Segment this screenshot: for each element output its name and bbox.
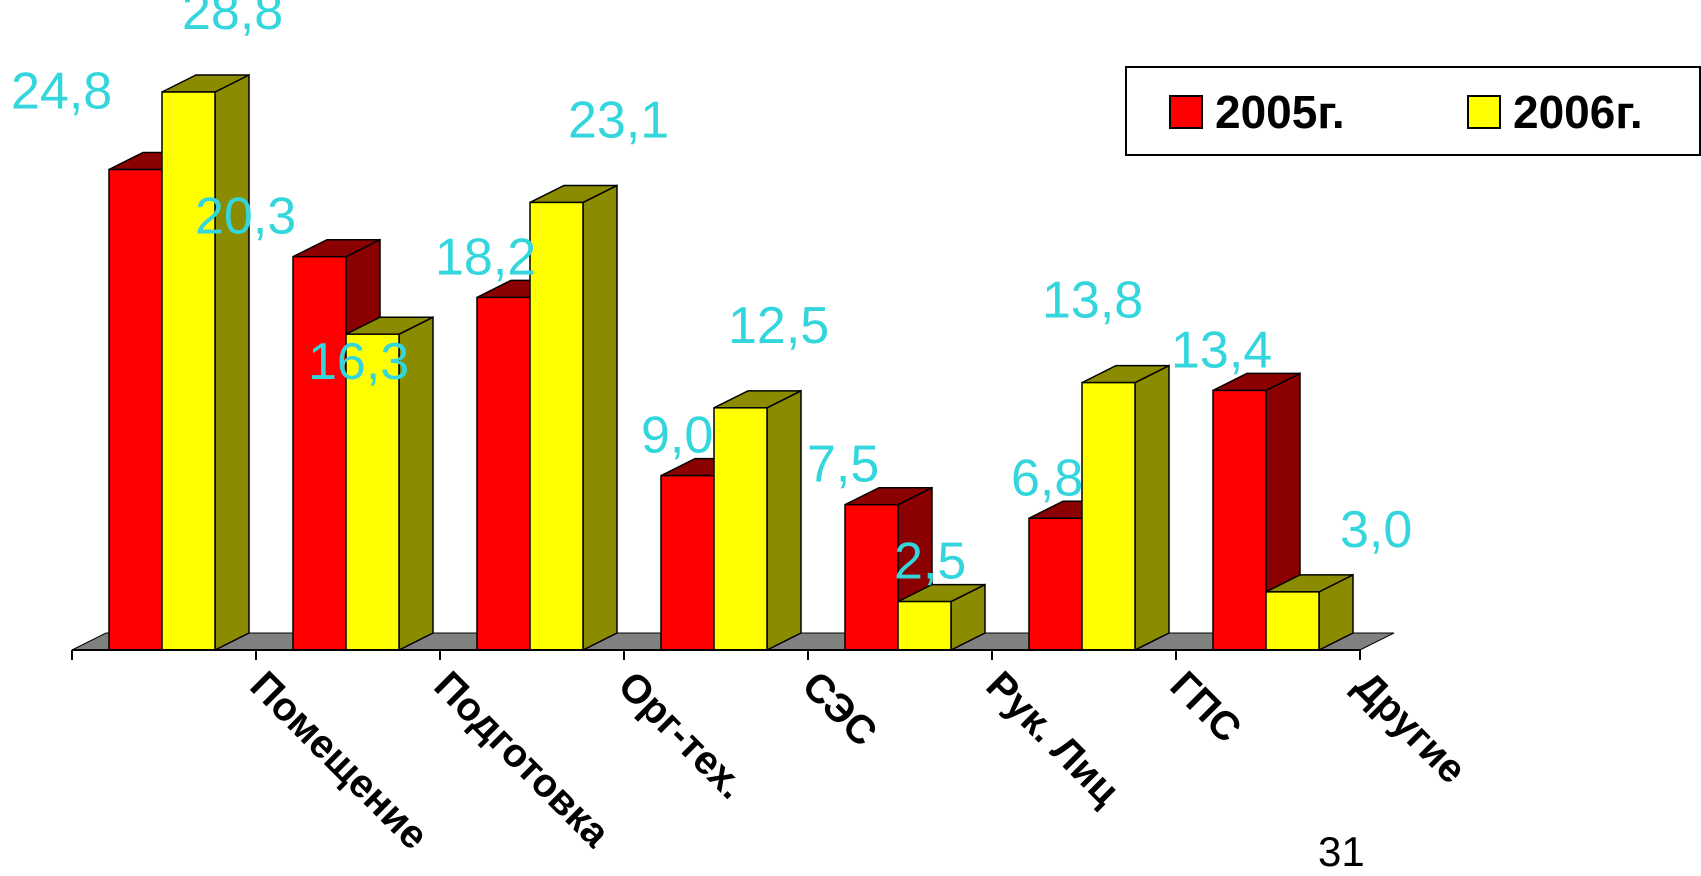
legend-label-2006: 2006г. — [1513, 86, 1643, 138]
bar-front — [1212, 389, 1267, 651]
category-label-5: ГПС — [1162, 663, 1250, 751]
category-label-3: СЭС — [794, 663, 886, 755]
value-label-2006-1: 16,3 — [308, 333, 409, 391]
bar-2006-6 — [1265, 573, 1354, 652]
bar-2006-4 — [897, 583, 986, 652]
bar-front — [897, 600, 952, 651]
legend-item-2006: 2006г. — [1467, 86, 1643, 138]
bar-front — [476, 296, 531, 651]
category-label-1: Подготовка — [426, 663, 619, 856]
value-label-2005-5: 6,8 — [1011, 449, 1083, 507]
x-axis — [71, 649, 1361, 660]
bar-front — [108, 168, 163, 651]
bar-front — [345, 333, 400, 651]
legend: 2005г. 2006г. — [1125, 66, 1701, 156]
value-label-2006-2: 23,1 — [568, 91, 669, 149]
legend-item-2005: 2005г. — [1169, 86, 1345, 138]
bar-front — [161, 91, 216, 651]
value-label-2005-1: 20,3 — [195, 188, 296, 246]
bar-front — [1081, 381, 1136, 651]
bar-side — [766, 389, 802, 652]
value-label-2005-2: 18,2 — [435, 228, 536, 286]
category-label-4: Рук. Лиц — [978, 663, 1128, 813]
legend-label-2005: 2005г. — [1215, 86, 1345, 138]
value-labels: 24,8 28,8 20,3 16,3 18,2 23,1 9,0 12,5 7,5 2,5 6,8… — [11, 0, 1412, 591]
bar-side — [214, 73, 250, 652]
category-label-0: Помещение — [242, 663, 437, 858]
bar-side — [582, 184, 618, 652]
bar-2006-1 — [345, 315, 434, 652]
bar-2006-0 — [161, 73, 250, 652]
value-label-2006-6: 3,0 — [1340, 501, 1412, 559]
value-label-2005-3: 9,0 — [641, 407, 713, 465]
bar-front — [660, 474, 715, 651]
category-label-6: Другие — [1346, 663, 1475, 792]
bar-front — [1265, 591, 1320, 651]
category-label-2: Орг-тех. — [610, 663, 754, 807]
bar-front — [713, 407, 768, 651]
value-label-2005-6: 13,4 — [1171, 321, 1272, 379]
bar-2006-5 — [1081, 364, 1170, 652]
value-label-2005-4: 7,5 — [807, 436, 879, 494]
value-label-2005-0: 24,8 — [11, 63, 112, 121]
bar-2006-2 — [529, 184, 618, 652]
bar-front — [844, 503, 899, 651]
value-label-2006-3: 12,5 — [728, 297, 829, 355]
value-label-2006-5: 13,8 — [1042, 272, 1143, 330]
legend-swatch-2005 — [1169, 95, 1203, 129]
bar-front — [292, 255, 347, 651]
page-number: 31 — [1318, 828, 1365, 875]
value-label-2006-4: 2,5 — [894, 533, 966, 591]
bar-front — [529, 201, 584, 651]
legend-swatch-2006 — [1467, 95, 1501, 129]
bars — [108, 73, 1354, 652]
bar-front — [1028, 517, 1083, 651]
bar-2006-3 — [713, 389, 802, 652]
value-label-2006-0: 28,8 — [182, 0, 283, 41]
bar-side — [1134, 364, 1170, 652]
